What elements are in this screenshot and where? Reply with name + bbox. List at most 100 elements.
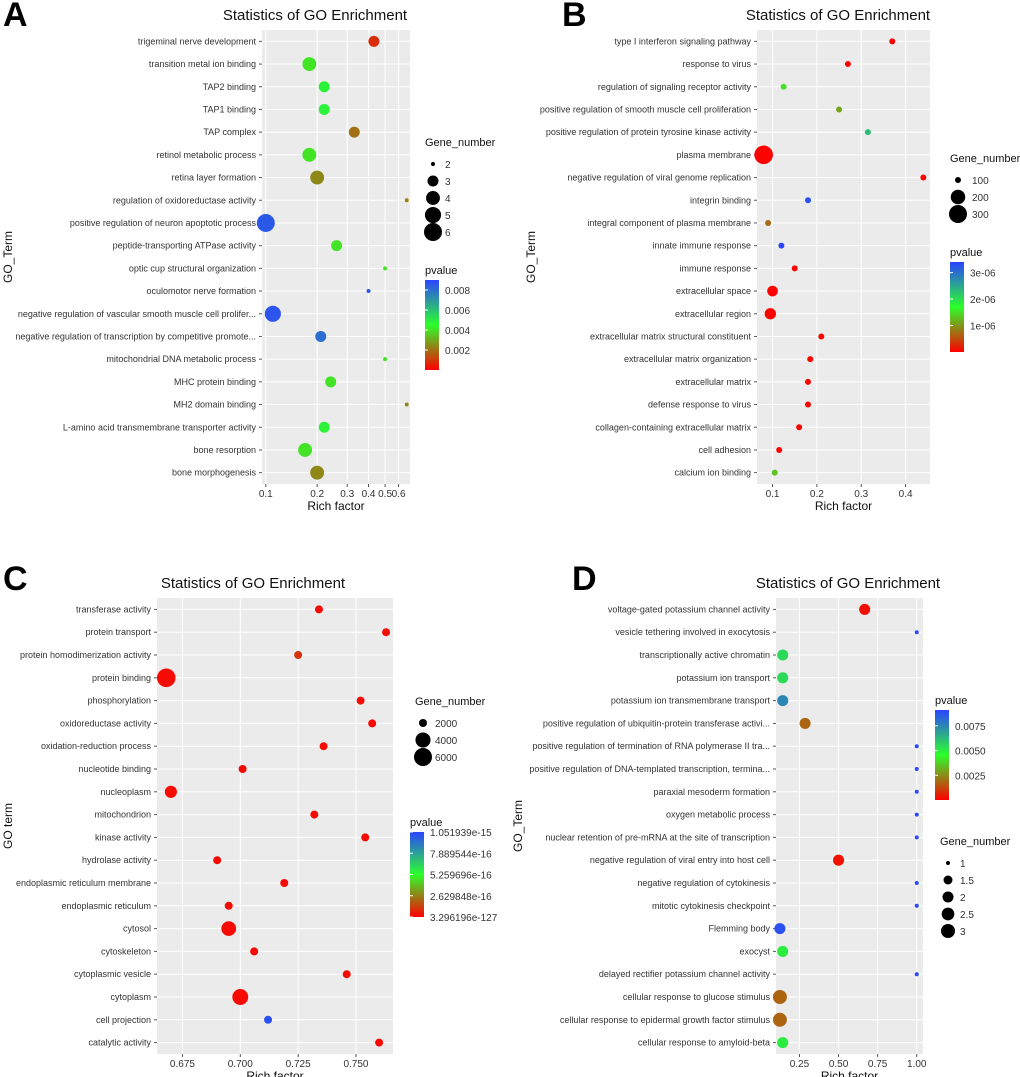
x-tick-label: 0.6: [392, 489, 406, 500]
color-legend-label: 3e-06: [970, 269, 996, 280]
data-point: [264, 305, 281, 322]
size-legend-label: 6: [445, 228, 451, 239]
x-tick-label: 0.3: [854, 489, 868, 500]
term-label: plasma membrane: [676, 150, 751, 160]
term-label: extracellular space: [676, 286, 751, 296]
term-label: positive regulation of DNA-templated tra…: [529, 764, 770, 774]
term-label: hydrolase activity: [82, 855, 152, 865]
data-point: [914, 744, 919, 749]
size-legend-label: 2000: [435, 719, 458, 730]
panel-c: C Statistics of GO Enrichment transferase …: [1, 560, 498, 1077]
size-legend-label: 1.5: [960, 876, 974, 887]
y-axis-title: GO_Term: [1, 231, 15, 283]
data-point: [796, 424, 803, 431]
term-label: cytoplasm: [110, 992, 151, 1002]
term-label: cell projection: [96, 1015, 151, 1025]
term-label: retinol metabolic process: [156, 150, 256, 160]
term-label: phosphorylation: [87, 696, 151, 706]
panel-letter: D: [572, 560, 597, 598]
term-label: endoplasmic reticulum membrane: [16, 878, 151, 888]
data-point: [754, 145, 773, 165]
chart-title: Statistics of GO Enrichment: [161, 575, 346, 592]
term-label: bone morphogenesis: [172, 468, 257, 478]
term-label: kinase activity: [95, 832, 152, 842]
x-tick-label: 0.675: [170, 1059, 195, 1070]
term-label: negative regulation of cytokinesis: [637, 878, 770, 888]
term-label: endoplasmic reticulum: [61, 901, 151, 911]
size-legend-dot: [431, 162, 435, 166]
data-point: [780, 83, 787, 90]
term-label: delayed rectifier potassium channel acti…: [599, 969, 771, 979]
data-point: [319, 742, 328, 751]
size-legend-title: Gene_number: [950, 153, 1020, 165]
size-legend-label: 1: [960, 859, 966, 870]
color-legend-label: 7.889544e-16: [430, 849, 492, 860]
size-legend-label: 6000: [435, 753, 458, 764]
size-legend-label: 5: [445, 211, 451, 222]
data-point: [310, 465, 325, 480]
term-label: positive regulation of ubiquitin-protein…: [543, 718, 770, 728]
term-label: nucleoplasm: [100, 787, 151, 797]
data-point: [310, 810, 319, 819]
data-point: [767, 285, 778, 297]
term-label: mitochondrial DNA metabolic process: [106, 354, 256, 364]
term-label: type I interferon signaling pathway: [614, 36, 751, 46]
data-point: [224, 901, 233, 910]
data-point: [375, 1038, 384, 1047]
term-label: positive regulation of termination of RN…: [532, 741, 770, 751]
x-tick-label: 0.25: [790, 1059, 810, 1070]
color-legend-label: 0.006: [445, 306, 470, 317]
color-bar: [425, 280, 439, 370]
y-axis-title: GO term: [1, 803, 15, 849]
x-axis-title: Rich factor: [246, 1069, 303, 1077]
data-point: [764, 308, 776, 320]
x-tick-label: 0.5: [378, 489, 392, 500]
data-point: [302, 147, 317, 162]
color-legend-label: 3.296196e-127: [430, 913, 498, 924]
data-point: [772, 1012, 787, 1027]
size-legend-title: Gene_number: [425, 137, 496, 149]
panel-letter: B: [562, 0, 587, 34]
data-point: [914, 835, 919, 840]
color-legend-label: 5.259696e-16: [430, 871, 492, 882]
term-label: cell adhesion: [698, 445, 751, 455]
term-label: trigeminal nerve development: [138, 36, 257, 46]
chart-title: Statistics of GO Enrichment: [223, 7, 408, 24]
term-label: bone resorption: [193, 445, 256, 455]
data-point: [914, 881, 919, 885]
color-legend-label: 0.0050: [955, 747, 986, 758]
term-label: transcriptionally active chromatin: [639, 650, 770, 660]
data-point: [920, 174, 927, 181]
size-legend-label: 2: [445, 160, 451, 171]
panel-b: B Statistics of GO Enrichment type I inter…: [524, 0, 1020, 513]
data-point: [836, 106, 843, 113]
term-label: positive regulation of smooth muscle cel…: [540, 104, 751, 114]
data-point: [833, 854, 845, 866]
x-tick-label: 0.750: [343, 1059, 368, 1070]
term-label: mitochondrion: [94, 810, 151, 820]
color-legend-label: 1e-06: [970, 322, 996, 333]
x-axis-title: Rich factor: [307, 499, 364, 513]
panel-a: A Statistics of GO Enrichment trigeminal n…: [1, 0, 496, 513]
data-point: [302, 57, 317, 71]
color-bar: [410, 832, 424, 917]
data-point: [778, 242, 785, 249]
size-legend-label: 2.5: [960, 910, 974, 921]
x-tick-label: 0.700: [228, 1059, 253, 1070]
data-point: [799, 717, 811, 729]
data-point: [383, 357, 388, 362]
term-label: cytosol: [123, 924, 151, 934]
data-point: [264, 1015, 273, 1024]
data-point: [914, 767, 919, 771]
term-label: integral component of plasma membrane: [587, 218, 751, 228]
color-legend-title: pvalue: [935, 695, 967, 707]
term-label: optic cup structural organization: [129, 263, 256, 273]
data-point: [859, 603, 871, 615]
size-legend-dot: [946, 861, 950, 865]
size-legend-dot: [427, 175, 439, 187]
y-axis-title: GO_Term: [511, 800, 525, 852]
data-point: [772, 990, 787, 1004]
term-label: positive regulation of neuron apoptotic …: [70, 218, 257, 228]
term-label: cytoplasmic vesicle: [74, 969, 151, 979]
data-point: [318, 421, 330, 433]
